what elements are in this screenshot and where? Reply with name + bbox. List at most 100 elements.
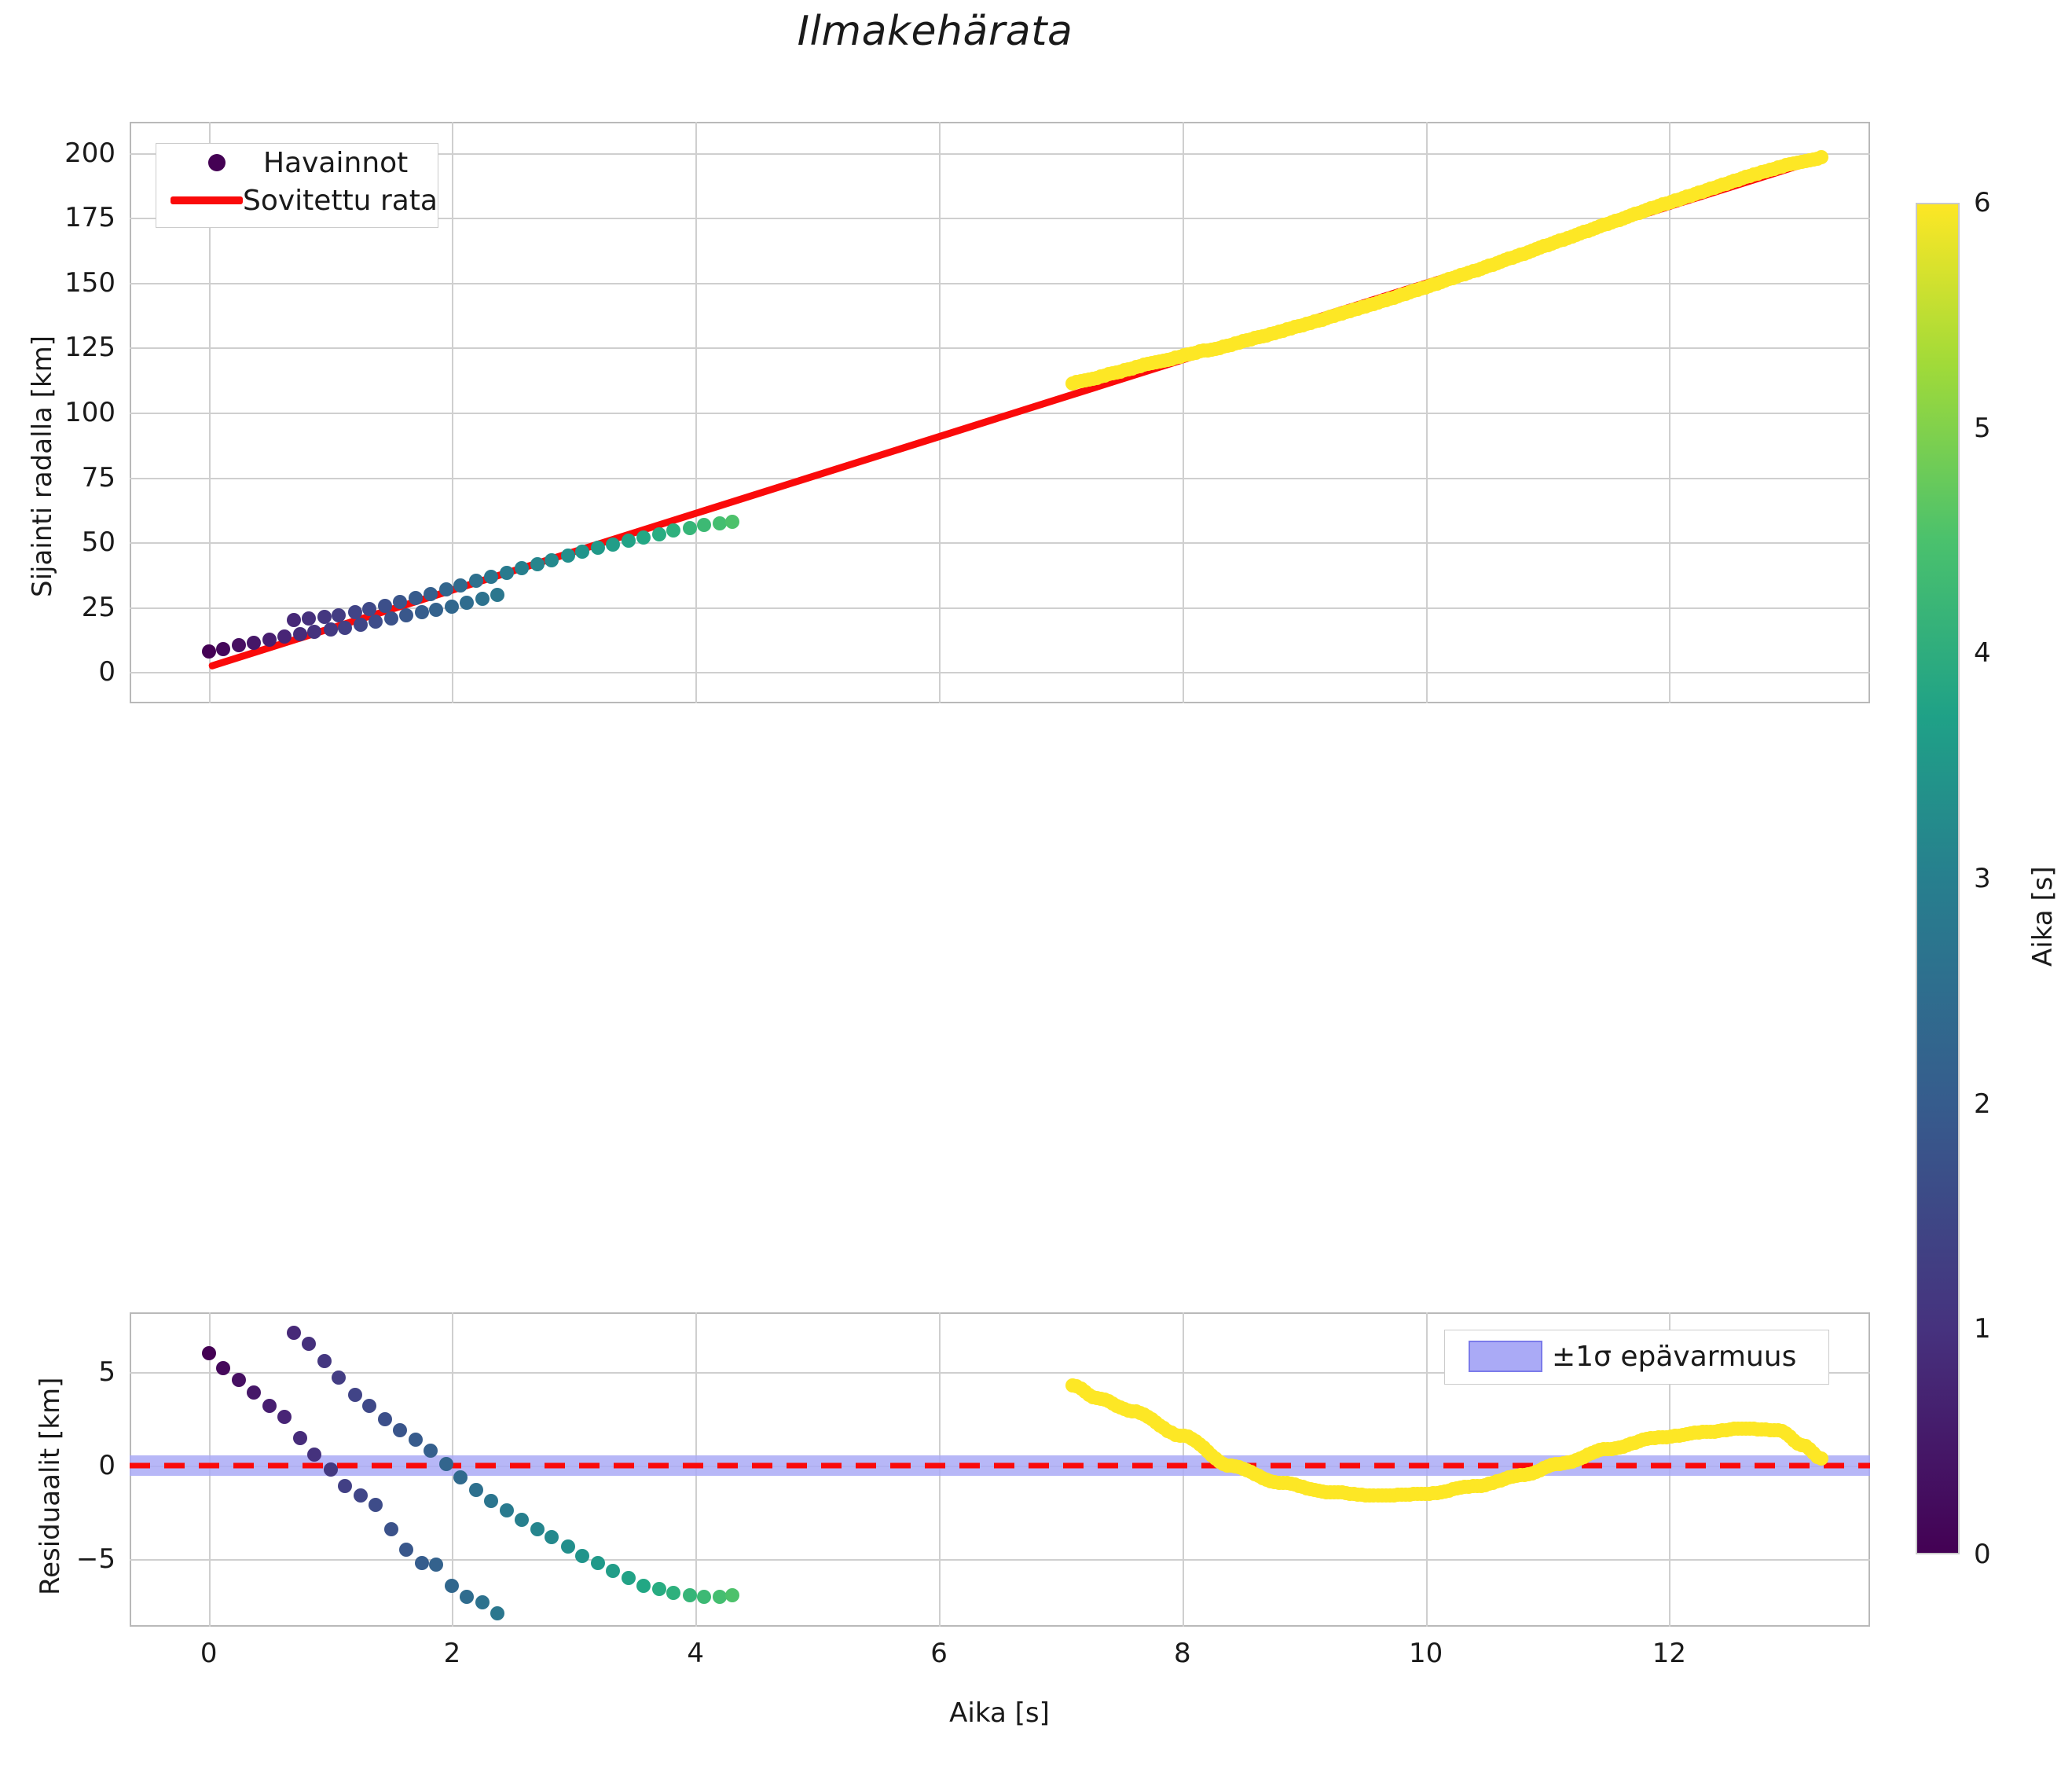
residual-ylabel: Residuaalit [km] [35,1377,66,1595]
data-point [287,1326,302,1341]
data-point [445,1578,460,1593]
y-axis-tick-label: 175 [64,202,116,234]
data-point [414,1556,429,1571]
gridline-horizontal [130,1372,1870,1374]
x-axis-tick-label: 4 [687,1638,705,1669]
residual-legend: ±1σ epävarmuus [1444,1330,1829,1385]
data-point [460,596,475,611]
data-point [332,1371,347,1385]
data-point [530,1522,545,1537]
legend-label-fit: Sovitettu rata [243,184,438,217]
data-point [201,1346,216,1361]
data-point [682,520,697,535]
data-point [277,1410,292,1425]
x-axis-tick-label: 6 [930,1638,948,1669]
main-legend: Havainnot Sovitettu rata [156,143,438,228]
data-point [591,1556,606,1571]
residual-plot-overlay [130,1312,1870,1627]
data-point [484,569,499,584]
data-point [354,1488,369,1503]
gridline-horizontal [130,218,1870,220]
data-point [636,530,651,545]
data-point [651,1582,666,1597]
x-axis-tick-label: 2 [443,1638,461,1669]
data-point [530,556,545,571]
data-point [605,537,620,552]
legend-item-fit: Sovitettu rata [156,182,438,219]
data-point [332,607,347,622]
colorbar-label: Aika [s] [2027,866,2059,967]
data-point [591,541,606,556]
data-point [277,629,292,644]
data-point [724,1587,739,1602]
colorbar [1916,203,1960,1554]
data-point [392,1423,407,1437]
data-point [724,514,739,529]
data-point [490,1606,504,1621]
xlabel: Aika [s] [949,1697,1050,1729]
sigma-band-icon [1459,1341,1552,1372]
data-point [484,1494,499,1509]
data-point [560,549,575,563]
data-point [347,1387,362,1402]
gridline-horizontal [130,282,1870,284]
data-point [414,605,429,620]
data-point [429,603,444,618]
data-point [453,578,468,593]
data-point [666,523,681,538]
data-point [469,574,484,589]
data-point [697,1589,712,1604]
data-point [575,545,590,560]
y-axis-tick-label: 150 [64,266,116,299]
data-point [317,610,332,625]
data-point [409,1432,423,1447]
y-axis-tick-label: 200 [64,137,116,169]
data-point [292,1430,307,1445]
data-point [362,602,377,617]
x-axis-tick-label: 8 [1174,1638,1191,1669]
data-point [651,527,666,541]
data-point [338,620,353,635]
legend-label-sigma: ±1σ epävarmuus [1552,1340,1797,1373]
data-point [368,614,383,629]
data-point [636,1578,651,1593]
data-point [666,1586,681,1601]
zero-reference-line [130,1462,1870,1469]
main-ylabel: Sijainti radalla [km] [27,336,58,597]
data-point [368,1498,383,1513]
data-point [514,561,529,576]
data-point [323,1462,338,1477]
data-point [500,565,515,580]
data-point [317,1353,332,1368]
y-axis-tick-label: 25 [81,591,116,623]
y-axis-tick-label: 75 [81,461,116,494]
data-point [287,613,302,628]
data-point [232,1372,247,1387]
data-point [423,586,438,601]
y-axis-tick-label: 50 [81,527,116,559]
colorbar-tick-label: 5 [1974,412,1991,444]
data-point [392,595,407,610]
fit-line-icon [171,196,243,204]
data-point [605,1563,620,1578]
gridline-horizontal [130,152,1870,155]
data-point [445,600,460,615]
x-axis-tick-label: 10 [1408,1638,1443,1669]
data-point [438,582,453,597]
colorbar-tick-label: 0 [1974,1539,1991,1570]
data-point [307,625,322,640]
legend-item-observations: Havainnot [156,144,438,182]
data-point [475,592,490,607]
data-point [307,1447,322,1462]
gridline-horizontal [130,542,1870,545]
data-point [697,518,712,533]
data-point [429,1558,444,1572]
data-point [398,1543,413,1558]
data-point [201,644,216,659]
data-point [438,1456,453,1471]
data-point [338,1479,353,1494]
data-point [469,1483,484,1498]
data-point [323,622,338,637]
data-point [490,588,504,603]
data-point [398,608,413,623]
